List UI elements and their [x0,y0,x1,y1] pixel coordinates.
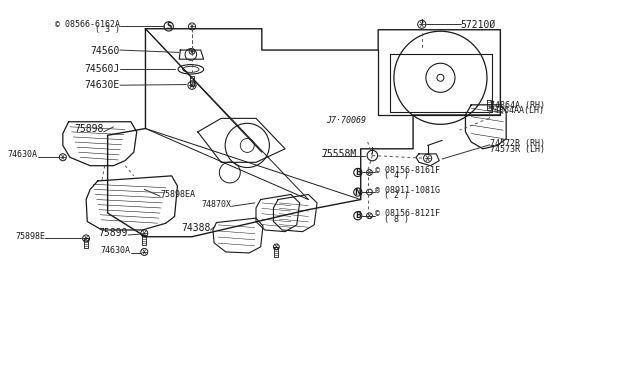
Text: 75898E: 75898E [15,231,45,241]
Text: © 08566-6162A: © 08566-6162A [55,20,120,29]
Text: 57210Ø: 57210Ø [461,19,496,29]
Text: 74388: 74388 [181,223,211,233]
Text: 74630E: 74630E [84,80,120,90]
Text: 74560: 74560 [90,46,120,56]
Text: ® 08911-1081G: ® 08911-1081G [374,186,440,195]
Text: © 08156-8161F: © 08156-8161F [374,166,440,175]
Text: 75899: 75899 [99,228,128,238]
Text: 75558M: 75558M [322,149,357,159]
Text: ( 3 ): ( 3 ) [95,25,120,34]
Text: N: N [355,187,361,196]
Text: J7·70069: J7·70069 [326,116,367,125]
Text: 74572R (RH): 74572R (RH) [490,139,545,148]
Text: 74870X: 74870X [202,200,232,209]
Text: 74560J: 74560J [84,64,120,74]
Text: B: B [355,168,361,177]
Text: B: B [355,211,361,220]
Text: 74864AA(LH): 74864AA(LH) [490,106,545,115]
Text: 75898: 75898 [74,124,104,134]
Text: © 08156-8121F: © 08156-8121F [374,209,440,218]
Text: ( 8 ): ( 8 ) [384,215,409,224]
Text: ( 2 ): ( 2 ) [384,191,409,200]
Text: 74864A (RH): 74864A (RH) [490,101,545,110]
Text: ( 4 ): ( 4 ) [384,171,409,180]
Text: 75898EA: 75898EA [160,190,195,199]
Text: 74630A: 74630A [101,246,131,256]
Text: S: S [166,22,172,31]
Text: 74573R (LH): 74573R (LH) [490,145,545,154]
Text: 74630A: 74630A [8,150,38,159]
